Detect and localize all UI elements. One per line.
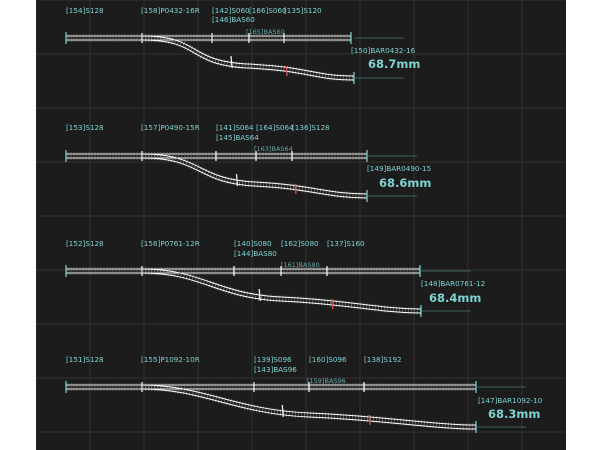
- label-point: [158]P0432-16R: [141, 6, 200, 15]
- label-bar: [150]BAR0432-16: [351, 46, 416, 55]
- curve-ties: [141, 383, 477, 431]
- label-bar: [147]BAR1092-10: [478, 396, 543, 405]
- label-dimension: [165]BAS60: [246, 28, 285, 36]
- curve-rail: [141, 153, 368, 195]
- offset-value: 68.6mm: [379, 176, 431, 190]
- label-s1: [139]S096: [254, 355, 292, 364]
- curve-ties: [141, 34, 355, 82]
- rail-joint: [235, 173, 239, 187]
- rail-joint: [230, 55, 233, 69]
- label-s3: [137]S160: [327, 239, 365, 248]
- curve-joint-marker: [285, 65, 288, 77]
- track-layer: [65, 32, 526, 433]
- label-s2: [162]S080: [281, 239, 319, 248]
- label-s2: [164]S064: [256, 123, 294, 132]
- curve-rail: [141, 388, 477, 430]
- rail-joint: [281, 404, 284, 418]
- rail-joint: [258, 288, 261, 302]
- label-point: [155]P1092-10R: [141, 355, 200, 364]
- curve-rail: [141, 384, 477, 426]
- label-s1: [140]S080: [234, 239, 272, 248]
- label-dimension: [163]BAS64: [254, 145, 293, 153]
- label-s2: [166]S060: [249, 6, 287, 15]
- label-straight: [151]S128: [66, 355, 104, 364]
- curve-joint-marker: [368, 414, 371, 426]
- label-bas: [145]BAS64: [216, 133, 259, 142]
- label-s3: [136]S128: [292, 123, 330, 132]
- label-straight: [153]S128: [66, 123, 104, 132]
- curve-rail: [141, 268, 422, 310]
- offset-value: 68.7mm: [368, 57, 420, 71]
- label-s3: [135]S120: [284, 6, 322, 15]
- label-s3: [138]S192: [364, 355, 402, 364]
- curve-joint-marker: [331, 298, 334, 310]
- label-s2: [160]S096: [309, 355, 347, 364]
- grid: [36, 0, 566, 450]
- track-row: [65, 265, 471, 317]
- label-bas: [144]BAS80: [234, 249, 277, 258]
- label-bar: [149]BAR0490-15: [367, 164, 431, 173]
- label-bar: [148]BAR0761-12: [421, 279, 485, 288]
- track-row: [65, 381, 526, 433]
- label-dimension: [159]BAS96: [307, 377, 346, 385]
- label-bas: [146]BAS60: [212, 15, 255, 24]
- label-point: [156]P0761-12R: [141, 239, 200, 248]
- label-straight: [154]S128: [66, 6, 104, 15]
- curve-rail: [141, 272, 422, 314]
- offset-value: 68.3mm: [488, 407, 540, 421]
- track-row: [65, 150, 417, 202]
- label-s1: [142]S060: [212, 6, 250, 15]
- track-diagram: [154]S128 [158]P0432-16R [142]S060 [166]S06…: [36, 0, 566, 450]
- track-row: [65, 32, 404, 84]
- label-straight: [152]S128: [66, 239, 104, 248]
- curve-rail: [141, 35, 355, 77]
- label-bas: [143]BAS96: [254, 365, 297, 374]
- curve-joint-marker: [294, 183, 297, 195]
- label-point: [157]P0490-15R: [141, 123, 200, 132]
- label-dimension: [161]BAS80: [281, 261, 320, 269]
- curve-rail: [141, 39, 355, 81]
- label-layer: [154]S128 [158]P0432-16R [142]S060 [166]S06…: [66, 6, 543, 421]
- curve-ties: [141, 267, 422, 315]
- layout-canvas[interactable]: [154]S128 [158]P0432-16R [142]S060 [166]S06…: [36, 0, 566, 450]
- curve-rail: [141, 157, 368, 199]
- offset-value: 68.4mm: [429, 291, 481, 305]
- label-s1: [141]S064: [216, 123, 254, 132]
